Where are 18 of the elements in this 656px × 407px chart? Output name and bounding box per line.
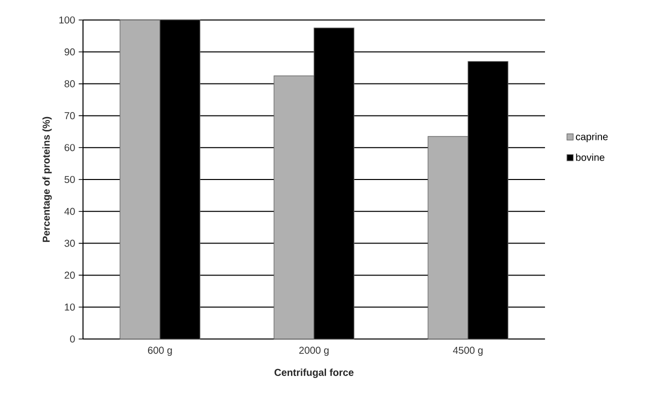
legend-label: caprine xyxy=(576,132,608,142)
y-tick-label: 0 xyxy=(70,335,75,343)
x-tick-label: 2000 g xyxy=(299,346,329,356)
x-tick-label: 4500 g xyxy=(453,346,483,356)
y-tick-label: 100 xyxy=(59,16,75,24)
y-tick-label: 90 xyxy=(64,48,75,56)
legend-label: bovine xyxy=(576,154,604,161)
x-tick-label: 600 g xyxy=(148,346,172,356)
y-tick-label: 40 xyxy=(64,208,75,215)
y-tick-label: 10 xyxy=(64,304,75,311)
y-tick-label: 50 xyxy=(64,176,75,184)
y-tick-label: 60 xyxy=(64,144,75,152)
y-axis-title: Percentage of proteins (%) xyxy=(42,116,52,242)
y-tick-label: 80 xyxy=(64,80,75,88)
y-tick-label: 20 xyxy=(64,272,75,279)
y-tick-label: 70 xyxy=(64,112,75,120)
y-tick-label: 30 xyxy=(64,240,75,247)
x-axis-title: Centrifugal force xyxy=(274,368,354,378)
